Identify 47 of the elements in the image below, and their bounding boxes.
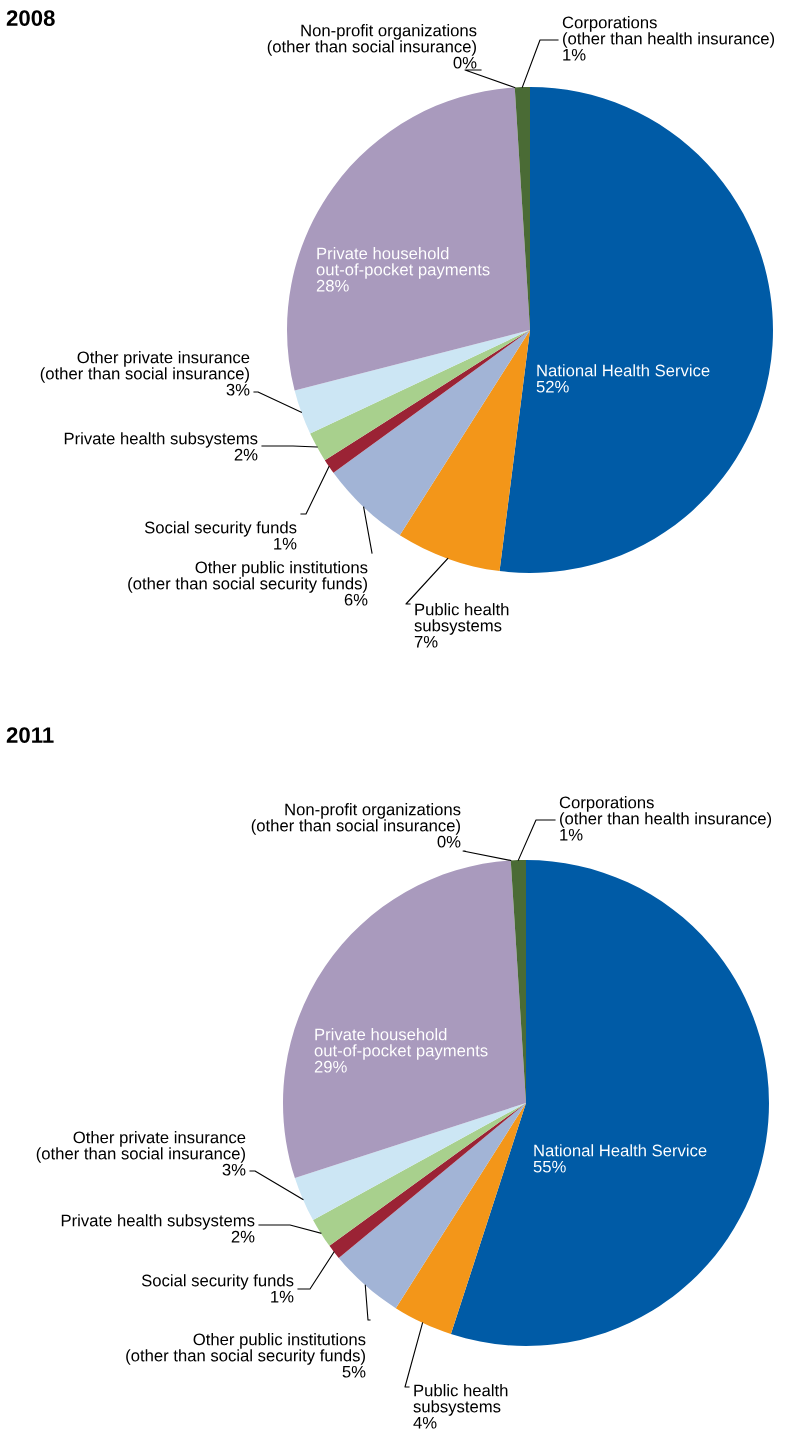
data-label: 3%	[222, 1163, 246, 1176]
data-label: 1%	[274, 537, 297, 550]
pie-slice	[399, 330, 530, 572]
text: 0%	[437, 835, 461, 848]
data-label: 55%	[533, 1160, 566, 1173]
slice-label: National Health Service	[534, 1144, 707, 1157]
slice-label: Corporations (other than health insurance)	[562, 16, 775, 48]
slice-label: Private household out-of-pocket payments	[316, 247, 490, 279]
slice-label: Other public institutions (other than social security funds)	[128, 561, 368, 593]
slice-label: National Health Service	[537, 364, 710, 377]
slice-label: Corporations (other than health insurance)	[559, 796, 772, 828]
data-label: 29%	[314, 1060, 347, 1073]
slice-label: Private household out-of-pocket payments	[314, 1028, 488, 1060]
slice-label: Public health subsystems	[413, 1384, 508, 1416]
pie-slice	[499, 87, 773, 573]
data-label: 6%	[344, 593, 368, 606]
data-label: 1%	[563, 48, 586, 61]
pie-slice	[283, 860, 526, 1179]
data-label: 7%	[414, 635, 438, 648]
pie-slice	[294, 330, 530, 434]
pie-slice	[338, 1103, 526, 1309]
slice-label: Other private insurance (other than social insurance)	[40, 351, 250, 383]
data-label: 1%	[560, 828, 583, 841]
pie-slice	[333, 330, 530, 536]
data-label: 5%	[342, 1365, 366, 1378]
data-label: 28%	[316, 279, 349, 292]
pie-slice	[294, 1103, 526, 1221]
data-label: 2%	[234, 448, 258, 461]
text: 0%	[453, 56, 477, 69]
category-label: Non-profit organizations (other than social insurance)	[251, 803, 461, 835]
data-label: 2%	[231, 1230, 255, 1243]
chart-title: 2011	[6, 727, 54, 743]
data-label: 4%	[413, 1416, 437, 1429]
data-label: 52%	[536, 380, 569, 393]
slice-label: Other public institutions (other than social security funds)	[126, 1333, 366, 1365]
chart-title: 2008	[6, 10, 55, 26]
data-label: 1%	[271, 1290, 294, 1303]
slice-label: Social security funds	[144, 521, 297, 537]
slice-label: Other private insurance (other than social insurance)	[36, 1131, 246, 1163]
slice-label: Private health subsystems	[64, 432, 258, 448]
category-label: Non-profit organizations (other than social insurance)	[267, 24, 477, 56]
pie-slice	[395, 1103, 526, 1335]
slice-label: Private health subsystems	[61, 1214, 255, 1230]
slice-label: Public health subsystems	[414, 603, 509, 635]
slice-label: Social security funds	[141, 1274, 294, 1290]
pie-slice	[287, 87, 530, 391]
data-label: 3%	[226, 383, 250, 396]
